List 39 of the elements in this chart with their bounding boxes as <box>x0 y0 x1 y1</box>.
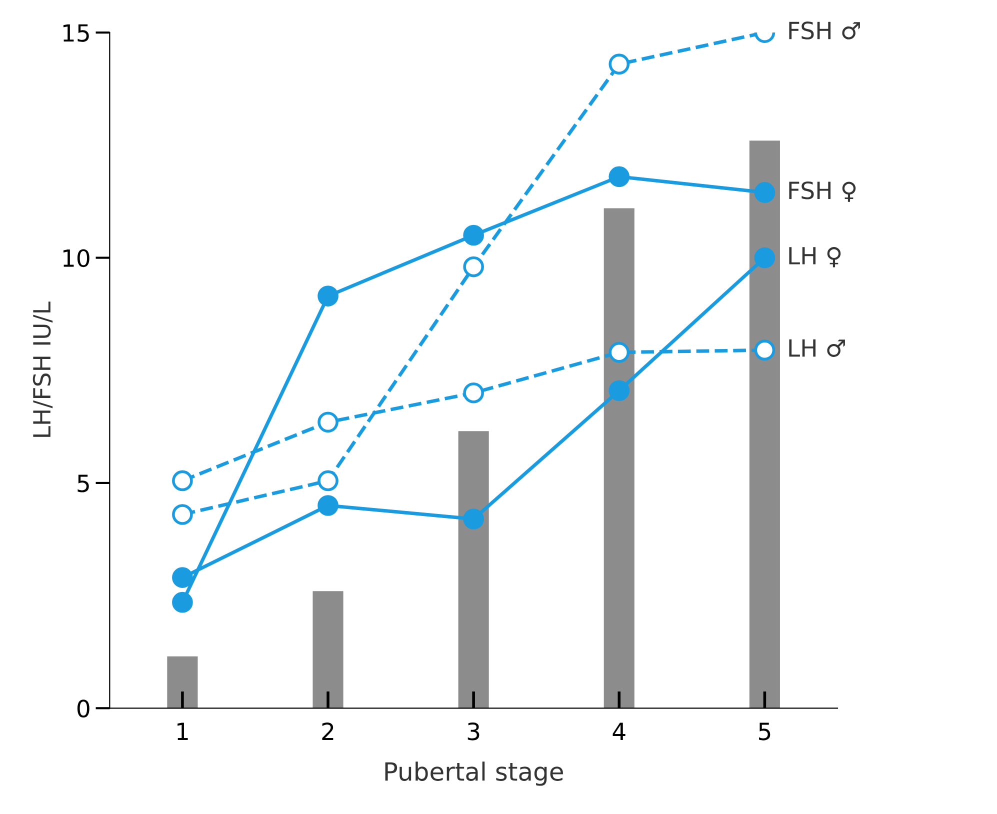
x-axis-title: Pubertal stage <box>385 762 563 786</box>
bar <box>312 591 344 708</box>
point <box>318 495 338 516</box>
point <box>463 508 484 530</box>
point <box>608 54 630 75</box>
point <box>754 247 776 268</box>
x-tick-label: 1 <box>178 722 188 740</box>
point <box>172 592 193 613</box>
bar <box>167 656 198 708</box>
y-axis-title: LH/FSH IU/L <box>32 302 53 437</box>
y-tick-label: 5 <box>78 474 89 492</box>
point <box>318 470 338 492</box>
point <box>608 166 630 188</box>
point <box>463 224 484 246</box>
point <box>172 504 193 525</box>
x-tick-label: 4 <box>612 722 626 740</box>
series-label: LH ♀ <box>789 247 841 268</box>
point <box>754 340 776 361</box>
y-tick-label: 15 <box>63 24 89 42</box>
point <box>608 380 630 402</box>
y-tick-label: 10 <box>63 249 90 268</box>
bar <box>458 431 489 708</box>
x-tick-label: 3 <box>468 722 480 740</box>
bar <box>604 208 634 708</box>
point <box>318 412 338 433</box>
x-tick-label: 5 <box>759 722 770 740</box>
series-label: LH ♂ <box>789 339 845 357</box>
series-label: FSH ♀ <box>789 181 856 202</box>
y-tick-label: 0 <box>77 700 90 718</box>
bar <box>749 140 780 708</box>
point <box>463 256 484 278</box>
point <box>318 286 338 306</box>
point <box>172 470 193 492</box>
point <box>754 182 776 203</box>
series-label: FSH ♂ <box>789 22 860 40</box>
x-tick-label: 2 <box>322 722 334 740</box>
point <box>608 342 630 363</box>
point <box>172 567 193 588</box>
point <box>463 382 484 404</box>
